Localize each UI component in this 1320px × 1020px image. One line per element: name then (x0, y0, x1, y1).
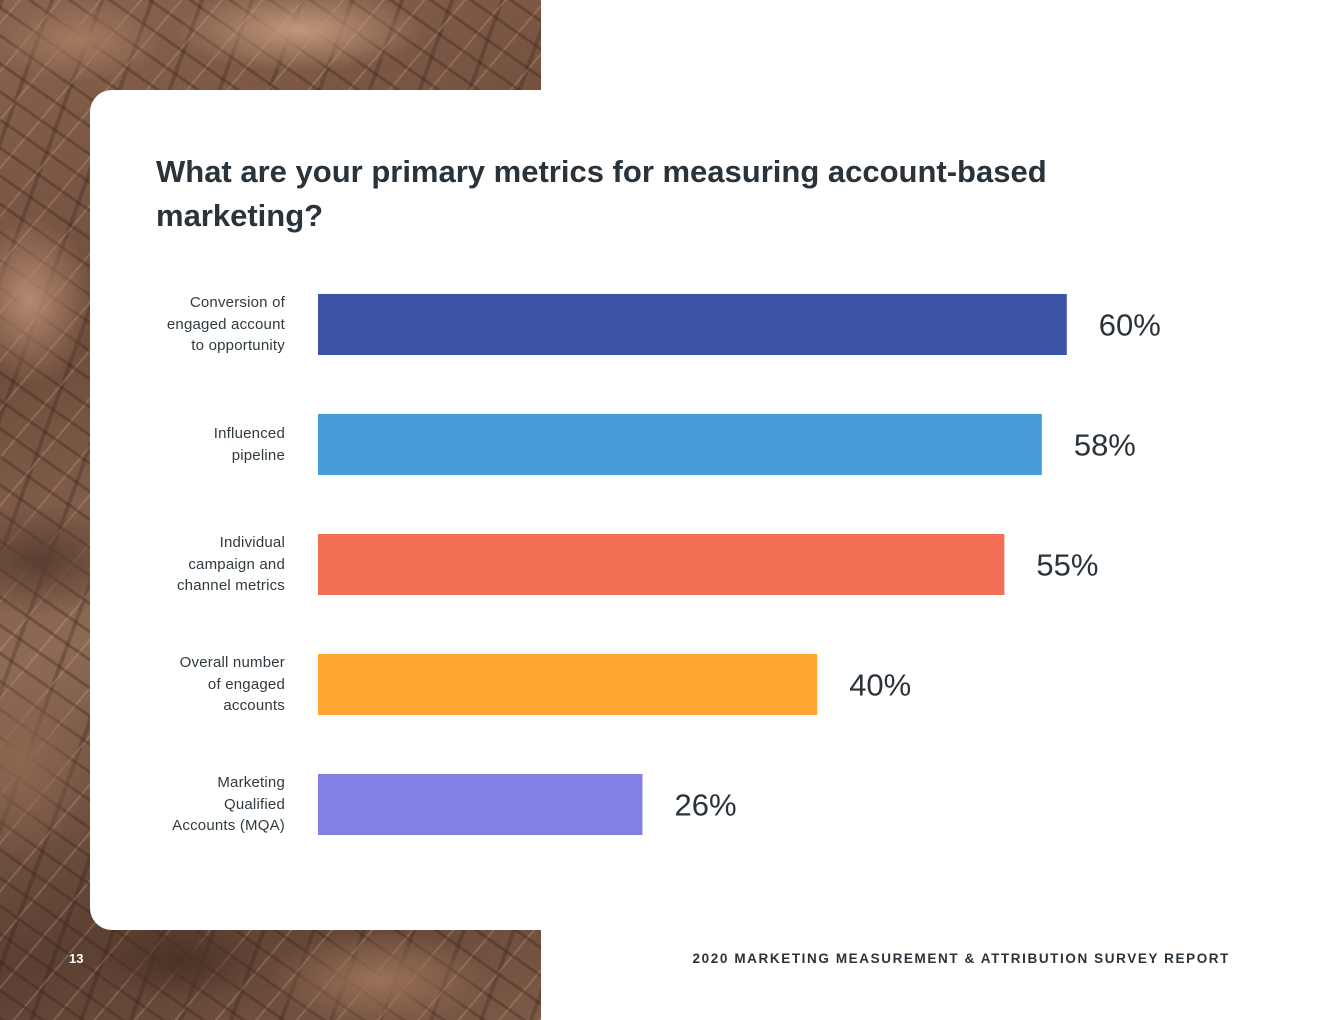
category-label-1: Conversion of engaged account to opportuni… (140, 292, 285, 357)
value-label-1: 60% (1099, 308, 1161, 343)
category-label-line: Accounts (MQA) (172, 817, 285, 835)
value-label-5: 26% (674, 788, 736, 823)
page-number: 13 (69, 951, 84, 966)
category-label-3: Individual campaign and channel metrics (140, 532, 285, 597)
bar-2 (318, 414, 1042, 475)
category-label-line: Qualified (223, 795, 285, 813)
category-label-5: Marketing Qualified Accounts (MQA) (140, 772, 285, 837)
category-label-line: Influenced (213, 425, 285, 442)
category-label-line: campaign and (188, 555, 285, 573)
value-label-3: 55% (1036, 548, 1098, 583)
category-label-4: Overall number of engaged accounts (140, 652, 285, 717)
chart-card (90, 90, 1320, 930)
category-label-line: pipeline (231, 446, 285, 464)
category-label-2: Influenced pipeline (140, 423, 285, 466)
bar-5 (318, 774, 643, 835)
bar-3 (318, 534, 1005, 595)
category-label-line: to opportunity (191, 337, 285, 355)
category-label-line: Overall number (179, 654, 285, 672)
bar-4 (318, 654, 818, 715)
category-label-line: engaged account (166, 315, 285, 333)
category-label-line: Conversion of (189, 294, 285, 312)
chart-title: What are your primary metrics for measur… (156, 154, 1047, 233)
category-label-line: Individual (219, 534, 285, 552)
category-label-line: accounts (223, 697, 285, 715)
bar-1 (318, 294, 1067, 355)
category-label-line: channel metrics (176, 577, 285, 595)
value-label-2: 58% (1074, 428, 1136, 463)
category-label-line: Marketing (217, 774, 285, 792)
report-title: 2020 MARKETING MEASUREMENT & ATTRIBUTION… (692, 951, 1230, 966)
value-label-4: 40% (849, 668, 911, 703)
category-label-line: of engaged (207, 675, 285, 693)
